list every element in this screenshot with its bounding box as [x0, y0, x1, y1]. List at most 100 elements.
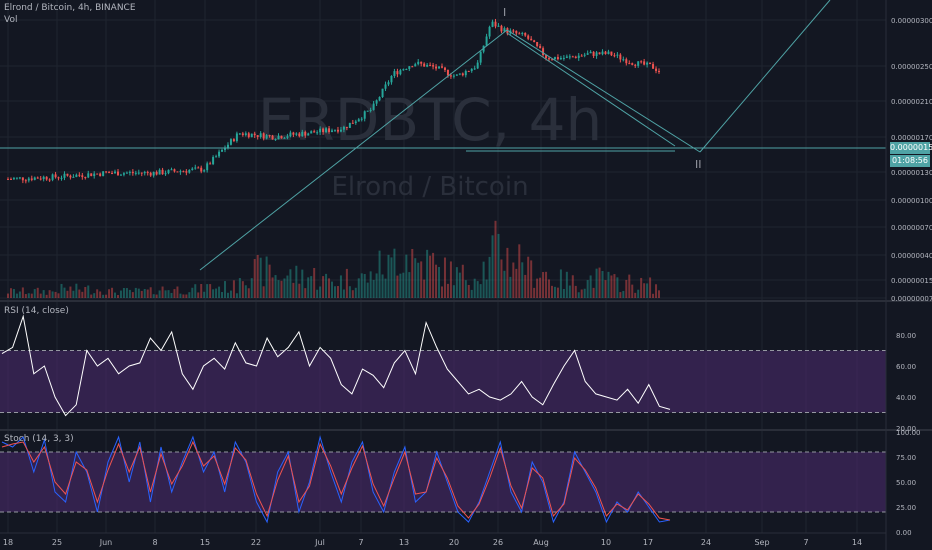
volume-bar: [417, 262, 420, 298]
candle-body: [562, 57, 565, 59]
oscillator-band: [0, 452, 886, 512]
candle-body: [559, 57, 562, 60]
candle-body: [348, 122, 351, 128]
candle-body: [218, 151, 221, 157]
volume-bar: [333, 286, 336, 298]
volume-bar: [598, 267, 601, 298]
candle-body: [601, 51, 604, 55]
candle-body: [417, 61, 420, 65]
candle-body: [259, 133, 262, 138]
volume-bar: [161, 286, 164, 298]
oscillator-tick-label: 60.00: [896, 363, 916, 371]
volume-bar: [616, 277, 619, 298]
volume-bar: [518, 244, 521, 298]
volume-bar: [283, 278, 286, 298]
candle-body: [200, 167, 203, 172]
candle-body: [452, 75, 455, 77]
candle-body: [521, 32, 524, 34]
volume-bar: [405, 254, 408, 298]
volume-bar: [548, 279, 551, 298]
volume-bar: [277, 280, 280, 298]
price-tick-label: 0.00000130: [891, 169, 932, 177]
volume-bar: [221, 292, 224, 298]
volume-bar: [274, 275, 277, 298]
candle-body: [655, 68, 658, 71]
volume-bar: [357, 278, 360, 298]
candle-body: [586, 53, 589, 55]
volume-bar: [399, 273, 402, 298]
volume-bar: [485, 279, 488, 298]
candle-body: [488, 26, 491, 37]
volume-bar: [435, 264, 438, 298]
volume-bar: [524, 274, 527, 298]
volume-bar: [280, 280, 283, 298]
candle-body: [102, 171, 105, 176]
candle-body: [244, 133, 247, 136]
candle-body: [637, 61, 640, 66]
candle-body: [125, 172, 128, 174]
volume-bar: [244, 285, 247, 298]
candle-body: [194, 167, 197, 169]
candle-body: [78, 174, 81, 176]
candle-body: [182, 171, 185, 173]
watermark-name: Elrond / Bitcoin: [331, 172, 528, 202]
price-candles: [7, 18, 660, 184]
volume-bar: [339, 275, 342, 298]
volume-bar: [426, 249, 429, 298]
volume-bar: [586, 280, 589, 298]
candle-body: [565, 56, 568, 58]
candle-body: [464, 71, 467, 76]
trend-line: [699, 0, 831, 153]
volume-bar: [137, 288, 140, 298]
candle-body: [658, 70, 660, 72]
price-tick-label: 0.00000170: [891, 134, 932, 142]
candle-body: [63, 173, 66, 178]
price-tick-label: 0.00000070: [891, 224, 932, 232]
candle-body: [390, 76, 393, 83]
volume-bar: [27, 293, 30, 298]
candle-body: [333, 129, 336, 131]
candle-body: [545, 55, 548, 59]
volume-bar: [30, 293, 33, 298]
volume-bar: [9, 288, 12, 298]
volume-bar: [497, 233, 500, 298]
candle-body: [69, 175, 72, 178]
candle-body: [93, 173, 96, 177]
volume-bar: [170, 292, 173, 298]
candle-body: [381, 88, 384, 98]
candle-body: [105, 171, 108, 173]
candle-body: [432, 65, 435, 67]
volume-bar: [649, 277, 652, 298]
volume-bar: [173, 289, 176, 298]
candle-body: [176, 171, 179, 173]
volume-bar: [111, 287, 114, 298]
candle-body: [443, 67, 446, 71]
volume-bar: [545, 271, 548, 298]
candle-body: [229, 139, 232, 145]
volume-bar: [613, 274, 616, 298]
volume-bar: [12, 289, 15, 298]
candle-body: [583, 54, 586, 56]
volume-bar: [432, 252, 435, 298]
candle-body: [60, 177, 63, 179]
candle-body: [429, 64, 432, 66]
volume-bar: [458, 272, 461, 298]
candle-body: [143, 171, 146, 174]
candle-body: [351, 122, 354, 124]
volume-bar: [342, 289, 345, 298]
candle-body: [173, 169, 176, 172]
volume-bar: [530, 260, 533, 298]
volume-bar: [182, 294, 185, 298]
candle-body: [30, 178, 33, 180]
volume-bar: [164, 290, 167, 298]
volume-bar: [452, 285, 455, 298]
candle-body: [411, 66, 414, 68]
price-tick-label: 0.00000007: [891, 295, 932, 303]
candle-body: [137, 172, 140, 174]
volume-bar: [351, 290, 354, 298]
candle-body: [533, 40, 536, 43]
candle-body: [524, 32, 527, 36]
wave-one-label: I: [503, 6, 507, 19]
volume-bar: [637, 289, 640, 298]
volume-bars: [7, 220, 660, 298]
